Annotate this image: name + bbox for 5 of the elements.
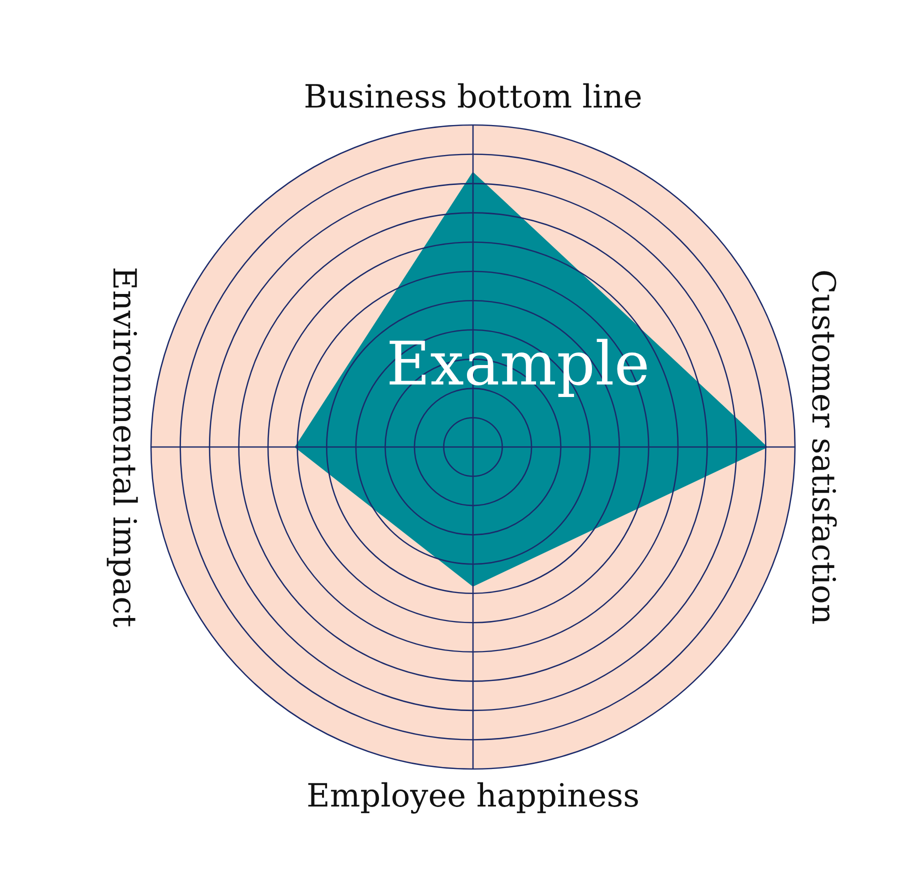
spoke-label: Business bottom line	[304, 78, 642, 116]
spoke-label: Customer satisfaction	[804, 269, 842, 625]
text: Example	[386, 330, 650, 400]
spoke-label: Environmental impact	[106, 266, 144, 628]
spoke-label: Employee happiness	[306, 776, 640, 814]
